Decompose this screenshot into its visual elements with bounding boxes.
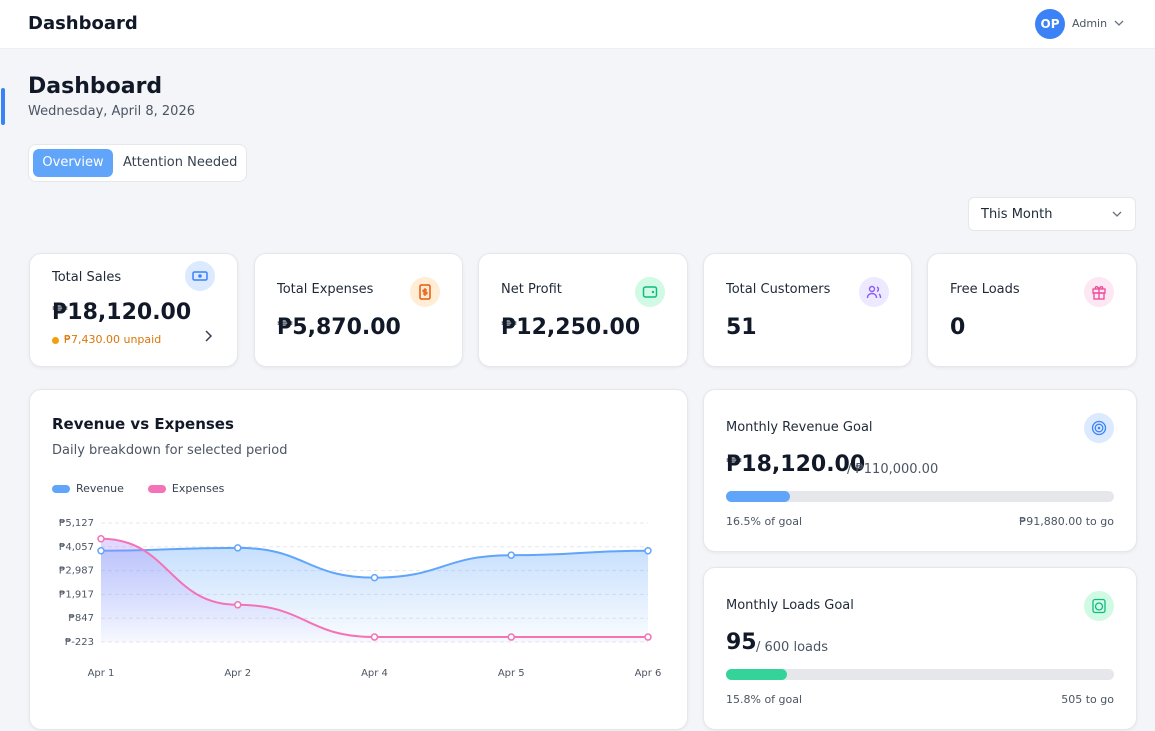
goal-progress: 16.5% of goal bbox=[726, 515, 803, 528]
icon bbox=[1084, 591, 1114, 621]
point bbox=[370, 573, 379, 582]
progress-bar bbox=[726, 491, 791, 502]
legend-label: Expenses bbox=[171, 482, 225, 495]
goal-title: Monthly Loads Goal bbox=[726, 598, 854, 613]
stat-card: Net Profit ₱12,250.00 bbox=[478, 253, 688, 367]
goal-target: / 600 loads bbox=[756, 640, 829, 655]
legend-swatch bbox=[147, 484, 166, 493]
stat-value: ₱18,120.00 bbox=[52, 300, 192, 325]
x-tick-label: Apr 5 bbox=[498, 668, 525, 679]
stat-card: Total Customers 51 bbox=[703, 253, 912, 367]
dot bbox=[52, 337, 59, 344]
goal-card: Monthly Loads Goal 95 / 600 loads 15.8% … bbox=[703, 567, 1137, 730]
chart: ₱-223 ₱847 ₱1,917 ₱2,987 ₱4,057 ₱5,127 Apr 1 Ap… bbox=[59, 518, 662, 679]
point bbox=[234, 601, 242, 609]
goal-remaining: 505 to go bbox=[1061, 693, 1114, 706]
legend-swatch bbox=[52, 484, 70, 493]
user-name[interactable]: Admin bbox=[1072, 17, 1108, 30]
tab[interactable]: Overview bbox=[33, 149, 113, 177]
chevron bbox=[1112, 211, 1122, 217]
tab[interactable]: Attention Needed bbox=[123, 155, 238, 170]
page-title: Dashboard bbox=[28, 74, 163, 99]
stat-label: Total Sales bbox=[52, 270, 122, 285]
period-value: This Month bbox=[981, 207, 1053, 222]
x-tick-label: Apr 1 bbox=[88, 668, 115, 679]
point bbox=[507, 633, 515, 641]
stat-card: Total Expenses ₱5,870.00 bbox=[254, 253, 463, 367]
nav-indicator bbox=[1, 88, 5, 125]
progress-track bbox=[726, 669, 1114, 680]
chart-title: Revenue vs Expenses bbox=[52, 415, 234, 433]
stat-label: Total Expenses bbox=[277, 282, 374, 297]
page-date: Wednesday, April 8, 2026 bbox=[28, 104, 195, 119]
goal-remaining: ₱91,880.00 to go bbox=[1019, 515, 1114, 528]
stat-card[interactable]: Total Sales ₱18,120.00 ₱7,430.00 unpaid bbox=[29, 253, 238, 367]
chevron bbox=[1114, 20, 1124, 26]
x-tick-label: Apr 6 bbox=[635, 668, 662, 679]
y-tick-label: ₱4,057 bbox=[59, 542, 94, 553]
y-tick-label: ₱2,987 bbox=[59, 566, 94, 577]
icon bbox=[185, 261, 215, 291]
stat-card: Free Loads 0 bbox=[927, 253, 1137, 367]
point bbox=[644, 546, 652, 555]
icon bbox=[1084, 413, 1114, 443]
stat-value: 51 bbox=[726, 315, 757, 340]
area bbox=[101, 538, 648, 642]
y-tick-label: ₱1,917 bbox=[59, 589, 94, 600]
top-bar: Dashboard OP Admin bbox=[0, 0, 1155, 49]
chevron bbox=[205, 330, 213, 342]
goal-target: / ₱110,000.00 bbox=[847, 462, 939, 477]
icon bbox=[859, 277, 889, 307]
stat-label: Net Profit bbox=[501, 282, 562, 297]
avatar[interactable]: OP bbox=[1035, 9, 1065, 39]
y-tick-label: ₱5,127 bbox=[59, 518, 94, 529]
point bbox=[234, 544, 242, 552]
x-tick-label: Apr 2 bbox=[224, 668, 251, 679]
goal-value: 95 bbox=[726, 630, 757, 655]
goal-progress: 15.8% of goal bbox=[726, 693, 803, 706]
y-tick-label: ₱847 bbox=[69, 613, 94, 624]
point bbox=[370, 633, 379, 641]
stat-value: 0 bbox=[950, 315, 966, 340]
stat-label: Total Customers bbox=[726, 282, 831, 297]
stat-value: ₱5,870.00 bbox=[277, 315, 401, 340]
line bbox=[100, 537, 648, 639]
legend-item: Revenue bbox=[52, 482, 124, 495]
period-select[interactable]: This Month bbox=[968, 197, 1136, 231]
stat-label: Free Loads bbox=[950, 282, 1020, 297]
y-tick-label: ₱-223 bbox=[65, 637, 94, 648]
icon bbox=[410, 277, 440, 307]
goal-title: Monthly Revenue Goal bbox=[726, 420, 873, 435]
point bbox=[97, 546, 105, 555]
goal-value: ₱18,120.00 bbox=[726, 452, 866, 477]
stat-value: ₱12,250.00 bbox=[501, 315, 641, 340]
x-tick-label: Apr 4 bbox=[361, 668, 388, 679]
point bbox=[507, 551, 515, 559]
chart-subtitle: Daily breakdown for selected period bbox=[52, 443, 288, 458]
tabs: Overview Attention Needed bbox=[28, 144, 247, 182]
legend-item: Expenses bbox=[147, 482, 225, 495]
progress-bar bbox=[726, 669, 788, 680]
legend-label: Revenue bbox=[76, 482, 124, 495]
progress-track bbox=[726, 491, 1114, 502]
icon bbox=[1084, 277, 1114, 307]
stat-note: ₱7,430.00 unpaid bbox=[64, 333, 162, 346]
chart-card: Revenue vs Expenses Daily breakdown for … bbox=[29, 389, 688, 730]
point bbox=[97, 534, 105, 543]
icon bbox=[635, 277, 665, 307]
top-title: Dashboard bbox=[28, 13, 138, 34]
legend: Revenue Expenses bbox=[52, 482, 224, 495]
point bbox=[644, 633, 652, 641]
goal-card: Monthly Revenue Goal ₱18,120.00 / ₱110,0… bbox=[703, 389, 1137, 552]
